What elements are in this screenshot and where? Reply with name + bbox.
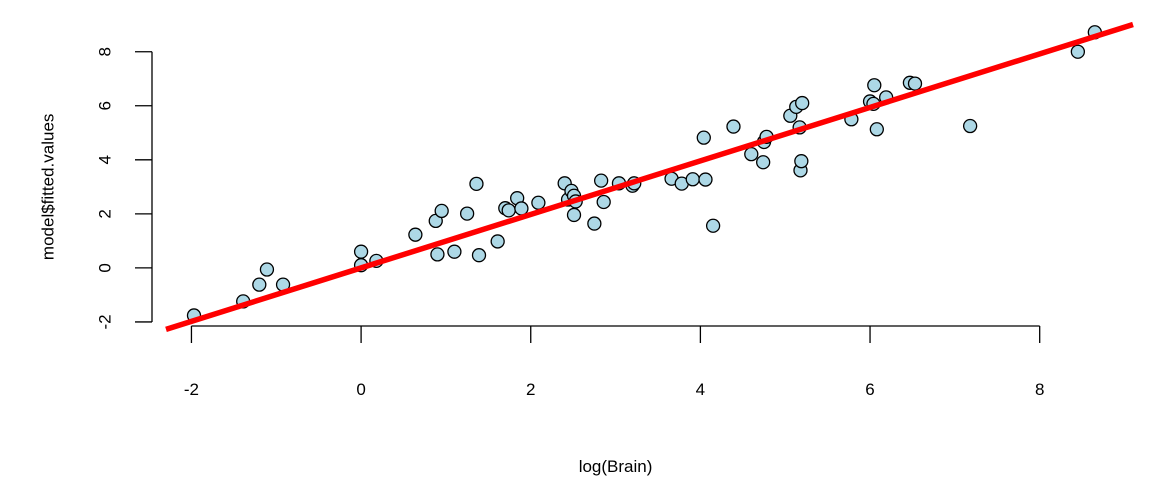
data-point — [531, 195, 546, 210]
data-point — [1070, 44, 1086, 59]
data-point — [430, 247, 445, 262]
data-point — [696, 130, 711, 145]
data-point — [756, 155, 771, 170]
data-point — [596, 194, 611, 210]
data-point — [867, 78, 882, 93]
x-tick-label: -2 — [184, 380, 199, 399]
data-point — [514, 201, 529, 216]
x-tick-label: 2 — [526, 380, 535, 399]
x-tick-label: 8 — [1035, 380, 1044, 399]
data-point — [471, 248, 487, 263]
data-point — [795, 95, 810, 111]
data-point — [685, 172, 700, 187]
x-axis: -2 0 2 4 6 8 — [184, 326, 1044, 399]
x-tick-label: 0 — [356, 380, 365, 399]
data-point — [447, 244, 462, 259]
y-tick-label: 2 — [96, 209, 115, 218]
data-point — [726, 119, 741, 134]
regression-line — [165, 21, 1134, 333]
data-point — [353, 244, 369, 259]
data-point — [252, 277, 267, 292]
data-point — [501, 203, 516, 218]
y-tick-label: -2 — [96, 314, 115, 329]
data-point — [259, 262, 275, 277]
data-point — [490, 234, 505, 249]
y-tick-label: 8 — [96, 47, 115, 56]
data-point — [705, 218, 721, 233]
data-point — [962, 118, 978, 134]
data-point — [907, 76, 923, 91]
x-tick-label: 6 — [865, 380, 874, 399]
x-tick-label: 4 — [696, 380, 705, 399]
data-point — [566, 207, 582, 223]
data-point — [869, 122, 884, 137]
data-point — [594, 173, 609, 188]
y-tick-label: 0 — [96, 263, 115, 272]
data-point — [587, 216, 602, 231]
points-layer — [186, 25, 1102, 323]
data-point — [459, 206, 475, 221]
data-point — [698, 172, 713, 187]
y-axis: -2 0 2 4 6 8 — [96, 47, 152, 330]
data-point — [434, 203, 449, 219]
y-axis-title: model$fitted.values — [39, 114, 58, 260]
data-point — [744, 146, 759, 162]
data-point — [794, 154, 809, 169]
y-tick-label: 6 — [96, 101, 115, 110]
y-tick-label: 4 — [96, 155, 115, 164]
data-point — [469, 176, 484, 192]
data-point — [408, 227, 423, 242]
x-axis-title: log(Brain) — [579, 457, 653, 476]
